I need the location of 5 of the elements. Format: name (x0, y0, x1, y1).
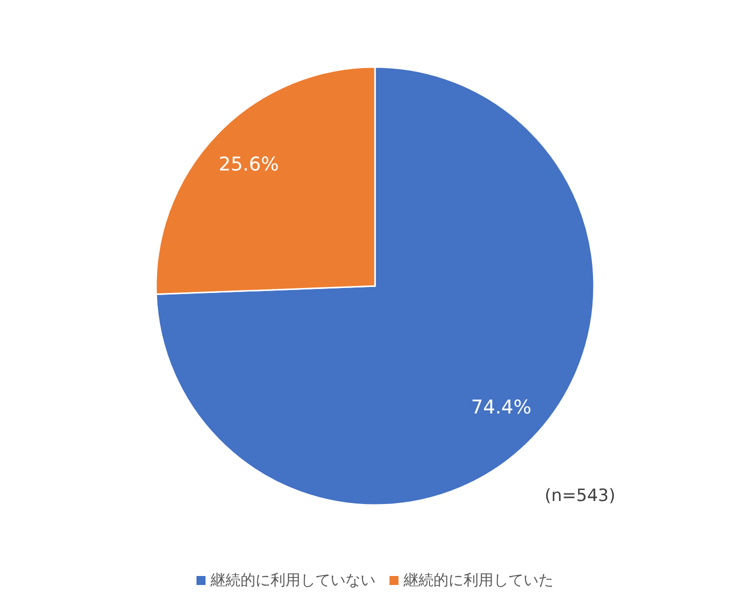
data-label: 74.4% (471, 396, 532, 419)
legend-label: 継続的に利用していない (210, 571, 376, 589)
data-label: 25.6% (218, 153, 279, 176)
legend-label: 継続的に利用していた (402, 571, 554, 589)
text: (n=543) (544, 486, 616, 506)
